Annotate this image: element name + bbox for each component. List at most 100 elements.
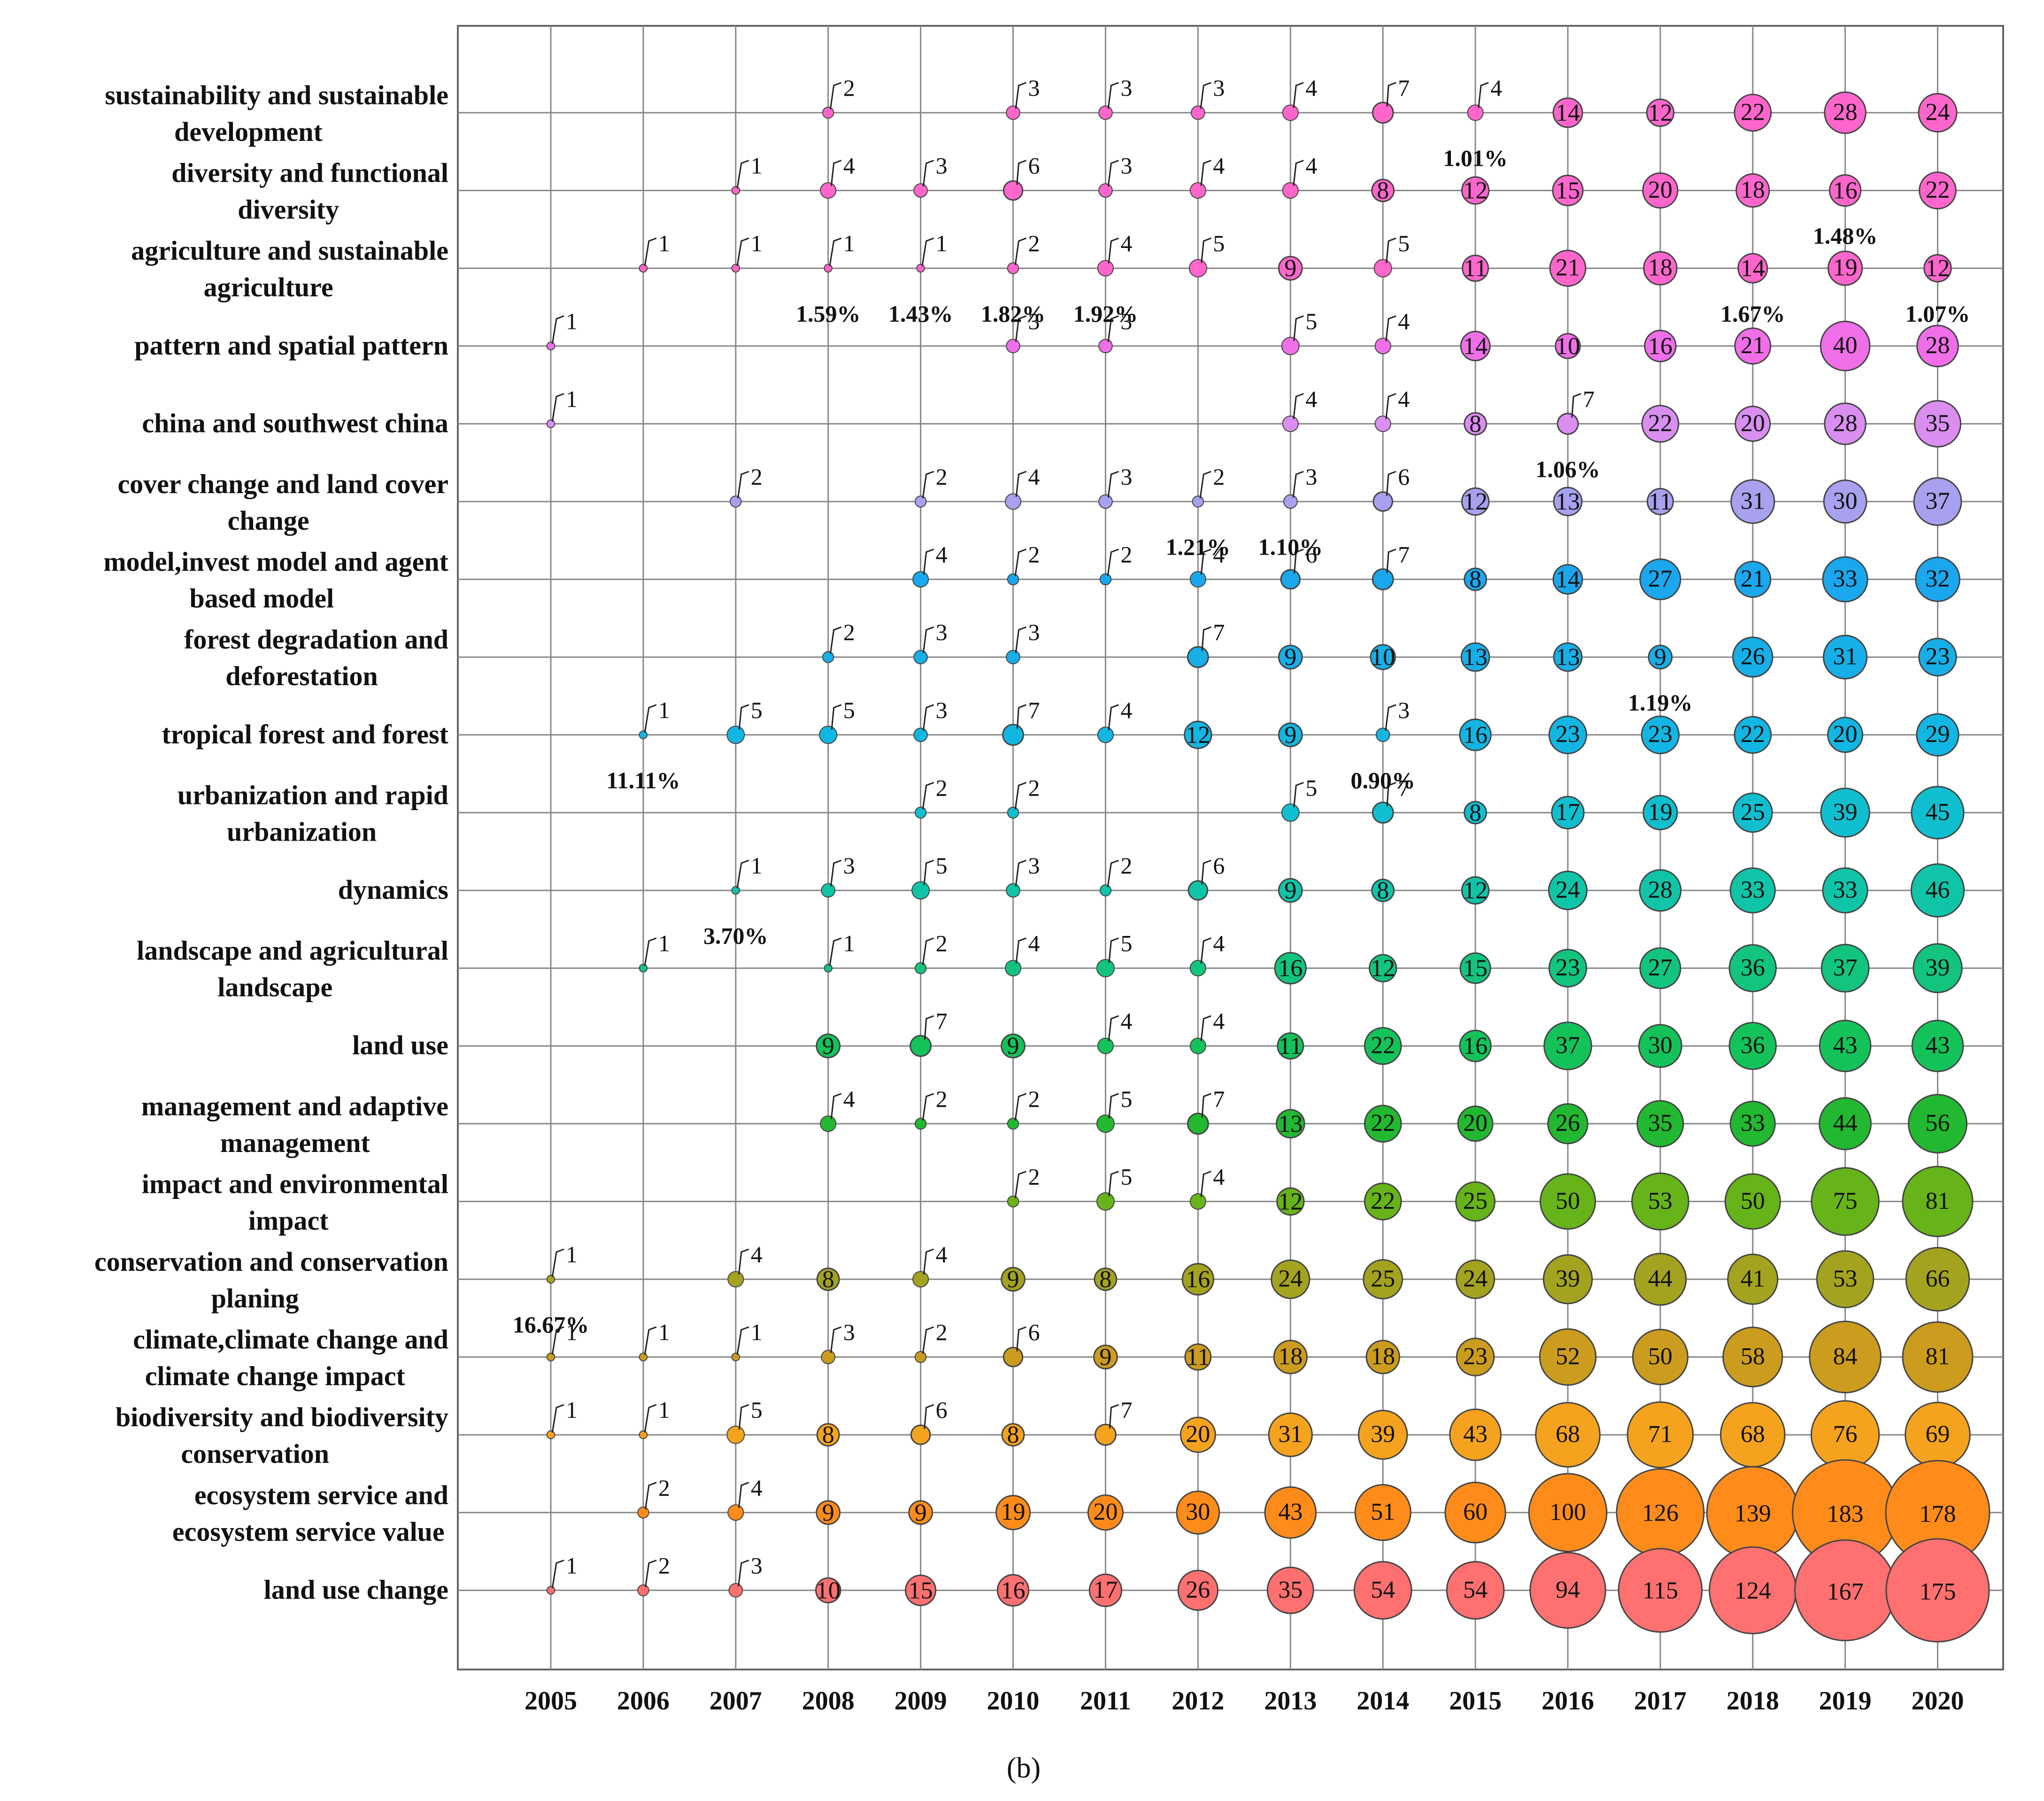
bubble	[1729, 867, 1776, 914]
value-leader-line	[1200, 549, 1211, 575]
bubble-value-label: 2	[936, 1319, 948, 1345]
bubble-value-label: 9	[1099, 1344, 1111, 1371]
value-leader-line	[1199, 471, 1211, 499]
bubble-value-label: 4	[1213, 1008, 1225, 1034]
value-leader-line	[922, 781, 934, 810]
bubble	[1639, 558, 1681, 601]
year-tick-label: 2008	[802, 1686, 855, 1716]
value-leader-line	[922, 160, 934, 187]
bubble-value-label: 28	[1833, 99, 1858, 125]
value-leader-line	[1016, 160, 1027, 185]
bubble-value-label: 25	[1371, 1265, 1395, 1292]
bubble	[1187, 1113, 1209, 1135]
bubble-value-label: 32	[1926, 565, 1950, 592]
value-leader-line	[830, 160, 842, 186]
bubble	[1088, 1573, 1123, 1608]
bubble-value-label: 6	[1398, 464, 1410, 490]
bubble-value-label: 3	[936, 697, 948, 723]
value-leader-line	[736, 859, 749, 889]
bubble-value-label: 4	[1490, 75, 1502, 101]
bubble-value-label: 25	[1463, 1188, 1488, 1214]
value-leader-line	[1201, 859, 1211, 885]
bubble	[908, 1500, 933, 1525]
bubble	[1459, 1029, 1492, 1062]
bubble	[1547, 1103, 1589, 1144]
value-leader-line	[551, 1404, 564, 1433]
bubble	[1189, 182, 1206, 199]
bubble	[1098, 339, 1113, 354]
bubble	[1911, 786, 1965, 840]
bubble	[1002, 724, 1024, 746]
value-leader-line	[1015, 315, 1027, 342]
value-leader-line	[736, 160, 749, 188]
category-label-line: based model	[190, 583, 334, 614]
value-leader-line	[1200, 1170, 1211, 1197]
percent-annotations: 1.01% 1.48% 1.59% 1.43% 1.82% 1.92% 1.67% 1.07%…	[513, 145, 1970, 1338]
bubble	[913, 183, 928, 198]
bubble	[1181, 1263, 1214, 1296]
year-tick-label: 2016	[1542, 1686, 1594, 1716]
value-leader-line	[1200, 1015, 1211, 1042]
year-tick-label: 2017	[1634, 1686, 1687, 1716]
category-label: land use change	[264, 1574, 448, 1605]
bubble-value-label: 22	[1371, 1032, 1395, 1059]
bubble-value-label: 16	[1278, 955, 1303, 982]
bubble	[1460, 331, 1491, 362]
value-leader-line	[1293, 160, 1304, 186]
bubble	[1176, 1490, 1220, 1535]
bubble-value-label: 2	[1120, 541, 1132, 568]
bubble-value-label: 33	[1741, 876, 1765, 903]
bubble	[1001, 1033, 1026, 1059]
bubble-value-label: 84	[1833, 1343, 1858, 1370]
bubble	[1910, 863, 1965, 918]
bubble-value-label: 1	[566, 1319, 578, 1345]
bubble	[1096, 1114, 1115, 1133]
bubble	[914, 1351, 927, 1363]
bubble	[1885, 1538, 1990, 1643]
value-leader-line	[738, 1559, 749, 1586]
bubble-value-label: 35	[1926, 410, 1950, 437]
bubble	[1734, 716, 1772, 754]
bubble-value-label: 54	[1371, 1577, 1395, 1603]
bubble-value-label: 2	[843, 619, 855, 645]
category-label-line: model,invest model and agent	[103, 547, 448, 577]
bubble-value-label: 39	[1556, 1265, 1580, 1292]
bubble-value-label: 14	[1741, 255, 1765, 282]
bubble	[1456, 1337, 1495, 1376]
category-label-line: land use change	[264, 1574, 448, 1605]
bubble-value-label: 175	[1920, 1578, 1956, 1605]
bubble	[546, 1586, 555, 1595]
bubble	[914, 495, 927, 508]
bubble-value-label: 53	[1648, 1188, 1673, 1214]
category-label-line: ecosystem service and	[194, 1480, 448, 1510]
bubble-value-label: 2	[1213, 464, 1225, 490]
bubble-value-label: 22	[1926, 177, 1950, 203]
bubble-value-label: 183	[1827, 1500, 1864, 1527]
bubble-value-label: 53	[1833, 1265, 1858, 1292]
bubble	[1730, 479, 1775, 524]
bubble	[1268, 1412, 1313, 1457]
bubble-value-label: 24	[1278, 1265, 1303, 1292]
percent-annotation: 1.59%	[796, 301, 861, 327]
bubble-value-label: 33	[1741, 1110, 1765, 1136]
bubble-value-label: 71	[1648, 1421, 1673, 1448]
bubble	[913, 649, 928, 665]
year-tick-label: 2009	[895, 1686, 947, 1716]
year-tick-label: 2015	[1449, 1686, 1502, 1716]
bubble-value-label: 8	[1377, 877, 1389, 904]
bubble	[1913, 477, 1962, 526]
bubble-value-label: 50	[1556, 1188, 1580, 1214]
category-label-line: sustainability and sustainable	[105, 80, 448, 110]
bubble-value-label: 4	[1398, 308, 1410, 334]
bubble	[916, 263, 925, 273]
bubble	[546, 419, 555, 428]
bubble-value-label: 3	[936, 153, 948, 179]
value-leader-line	[1385, 704, 1396, 731]
bubble	[1007, 1118, 1019, 1130]
value-leader-line	[644, 937, 657, 966]
bubble-value-label: 22	[1741, 721, 1765, 748]
bubble-value-label: 1	[843, 230, 855, 256]
bubble-value-label: 37	[1926, 487, 1950, 514]
bubble-value-label: 3	[1213, 75, 1225, 101]
